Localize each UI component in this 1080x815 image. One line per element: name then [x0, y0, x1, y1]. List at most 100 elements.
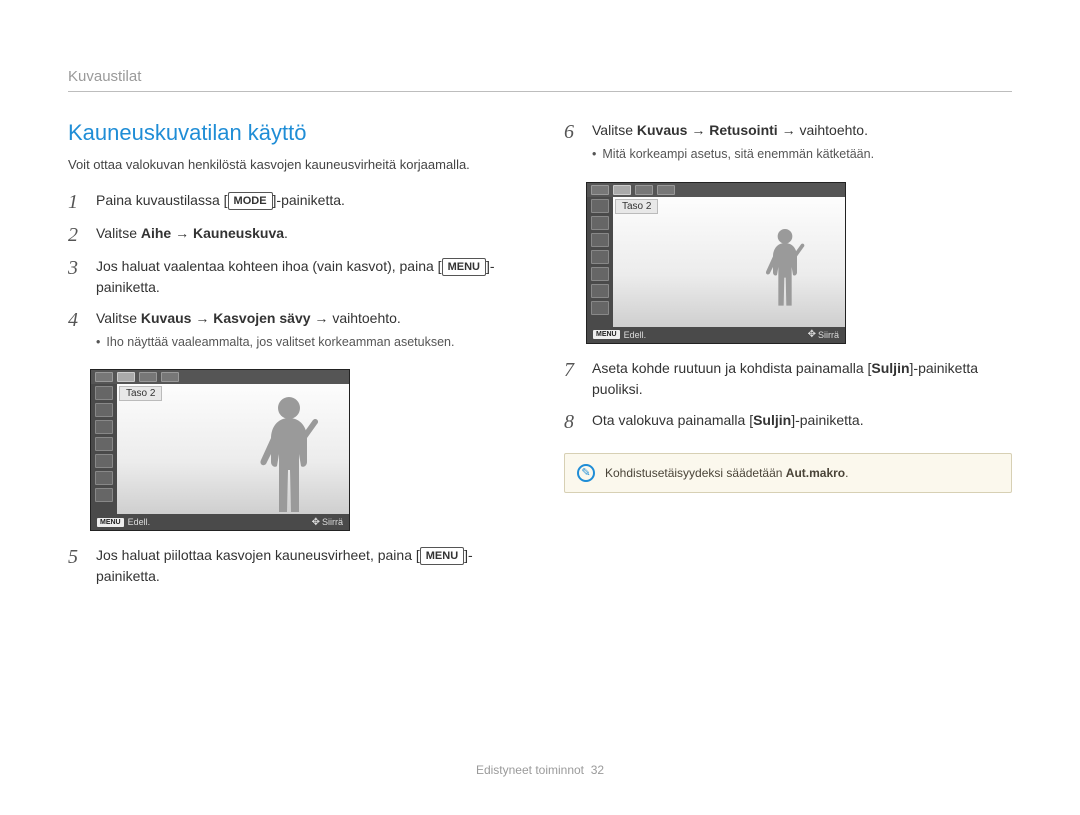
text: . [284, 225, 288, 241]
step-number: 1 [68, 190, 86, 213]
top-icon [117, 372, 135, 382]
top-icon [591, 185, 609, 195]
person-silhouette-icon [249, 394, 329, 514]
section-header: Kuvaustilat [68, 68, 1012, 92]
bold: Kuvaus [141, 310, 192, 326]
side-icon [591, 301, 609, 315]
text: vaihtoehto. [799, 122, 868, 138]
bottom-right: ✥ Siirrä [312, 517, 343, 528]
intro-text: Voit ottaa valokuvan henkilöstä kasvojen… [68, 156, 516, 174]
person-silhouette-icon [745, 207, 825, 327]
step-7: 7 Aseta kohde ruutuun ja kohdista painam… [564, 358, 1012, 400]
step-body: Aseta kohde ruutuun ja kohdista painamal… [592, 358, 1012, 400]
step-4: 4 Valitse Kuvaus → Kasvojen sävy → vaiht… [68, 308, 516, 360]
bold: Kuvaus [637, 122, 688, 138]
step-body: Paina kuvaustilassa [MODE]-painiketta. [96, 190, 516, 213]
step-body: Ota valokuva painamalla [Suljin]-painike… [592, 410, 1012, 433]
level-label: Taso 2 [119, 386, 162, 401]
menu-button-label: MENU [442, 258, 486, 276]
side-icon [591, 233, 609, 247]
step-body: Valitse Aihe → Kauneuskuva. [96, 223, 516, 246]
footer-text: Edistyneet toiminnot [476, 763, 584, 777]
top-icon [635, 185, 653, 195]
side-icon [95, 386, 113, 400]
two-column-layout: Kauneuskuvatilan käyttö Voit ottaa valok… [68, 120, 1012, 597]
side-icon [95, 403, 113, 417]
arrow: → [687, 122, 709, 138]
text: Ota valokuva painamalla [ [592, 412, 753, 428]
move-label: Siirrä [322, 517, 343, 527]
arrow: → [191, 310, 213, 326]
side-icon [591, 284, 609, 298]
step-number: 2 [68, 223, 86, 246]
bold: Suljin [871, 360, 909, 376]
right-column: 6 Valitse Kuvaus → Retusointi → vaihtoeh… [564, 120, 1012, 597]
step-3: 3 Jos haluat vaalentaa kohteen ihoa (vai… [68, 256, 516, 298]
nav-icon: ✥ [312, 517, 318, 528]
step-number: 3 [68, 256, 86, 298]
text: Valitse [96, 225, 141, 241]
menu-button-label: MENU [420, 547, 464, 565]
note-icon: ✎ [577, 464, 595, 482]
screenshot-main: Taso 2 [91, 384, 349, 514]
side-icon [95, 437, 113, 451]
step-number: 4 [68, 308, 86, 360]
bullet-text: Iho näyttää vaaleammalta, jos valitset k… [106, 333, 454, 352]
menu-pill-icon: MENU [593, 330, 620, 339]
side-icon [95, 488, 113, 502]
text: Jos haluat vaalentaa kohteen ihoa (vain … [96, 258, 442, 274]
text: Valitse [592, 122, 637, 138]
text: ]-painiketta. [791, 412, 863, 428]
step-6: 6 Valitse Kuvaus → Retusointi → vaihtoeh… [564, 120, 1012, 172]
arrow: → [311, 310, 333, 326]
menu-pill-icon: MENU [97, 518, 124, 527]
page-title: Kauneuskuvatilan käyttö [68, 120, 516, 146]
step-number: 5 [68, 545, 86, 587]
nav-icon: ✥ [808, 329, 814, 340]
bold: Suljin [753, 412, 791, 428]
page-footer: Edistyneet toiminnot 32 [0, 763, 1080, 777]
side-icon [591, 267, 609, 281]
move-label: Siirrä [818, 330, 839, 340]
screenshot-main: Taso 2 [587, 197, 845, 327]
camera-screenshot-1: Taso 2 MENU [90, 369, 350, 531]
screenshot-bottombar: MENU Edell. ✥ Siirrä [91, 514, 349, 530]
text: ]-painiketta. [273, 192, 345, 208]
side-icon [95, 454, 113, 468]
text: . [845, 466, 848, 480]
back-label: Edell. [624, 330, 647, 340]
bottom-left: MENU Edell. [97, 517, 150, 527]
bold: Kauneuskuva [193, 225, 284, 241]
side-icon [95, 420, 113, 434]
step-body: Valitse Kuvaus → Kasvojen sävy → vaihtoe… [96, 308, 516, 360]
note-callout: ✎ Kohdistusetäisyydeksi säädetään Aut.ma… [564, 453, 1012, 493]
camera-screenshot-2: Taso 2 MENU [586, 182, 846, 344]
bottom-right: ✥ Siirrä [808, 329, 839, 340]
side-icon [591, 216, 609, 230]
text: Paina kuvaustilassa [ [96, 192, 228, 208]
step-number: 8 [564, 410, 582, 433]
step-5: 5 Jos haluat piilottaa kasvojen kauneusv… [68, 545, 516, 587]
text: Valitse [96, 310, 141, 326]
screenshot-topbar [587, 183, 845, 197]
step-1: 1 Paina kuvaustilassa [MODE]-painiketta. [68, 190, 516, 213]
page-number: 32 [591, 763, 604, 777]
note-text: Kohdistusetäisyydeksi säädetään Aut.makr… [605, 466, 848, 480]
step-number: 6 [564, 120, 582, 172]
step-number: 7 [564, 358, 582, 400]
bold: Aihe [141, 225, 171, 241]
step-body: Jos haluat vaalentaa kohteen ihoa (vain … [96, 256, 516, 298]
bullet-text: Mitä korkeampi asetus, sitä enemmän kätk… [602, 145, 874, 164]
screenshot-viewport: Taso 2 [117, 384, 349, 514]
step-body: Jos haluat piilottaa kasvojen kauneusvir… [96, 545, 516, 587]
side-icon [95, 471, 113, 485]
top-icon [161, 372, 179, 382]
screenshot-bottombar: MENU Edell. ✥ Siirrä [587, 327, 845, 343]
text: Aseta kohde ruutuun ja kohdista painamal… [592, 360, 871, 376]
text: Kohdistusetäisyydeksi säädetään [605, 466, 786, 480]
text: vaihtoehto. [332, 310, 401, 326]
mode-button-label: MODE [228, 192, 273, 210]
left-column: Kauneuskuvatilan käyttö Voit ottaa valok… [68, 120, 516, 597]
top-icon [139, 372, 157, 382]
screenshot-sidebar [91, 384, 117, 514]
